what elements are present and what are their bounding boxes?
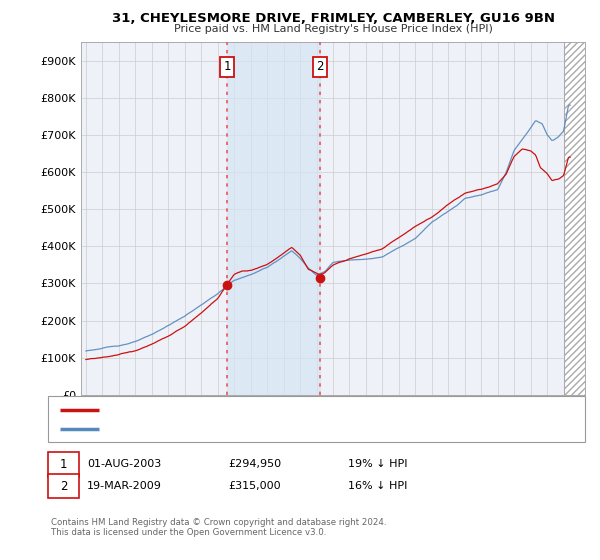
Text: £294,950: £294,950 [228, 459, 281, 469]
Text: £315,000: £315,000 [228, 481, 281, 491]
Text: 31, CHEYLESMORE DRIVE, FRIMLEY, CAMBERLEY, GU16 9BN (detached house): 31, CHEYLESMORE DRIVE, FRIMLEY, CAMBERLE… [105, 405, 488, 415]
Text: 01-AUG-2003: 01-AUG-2003 [87, 459, 161, 469]
Text: 31, CHEYLESMORE DRIVE, FRIMLEY, CAMBERLEY, GU16 9BN: 31, CHEYLESMORE DRIVE, FRIMLEY, CAMBERLE… [112, 12, 554, 25]
Text: 19-MAR-2009: 19-MAR-2009 [87, 481, 162, 491]
Text: 2: 2 [60, 479, 67, 493]
Bar [227, 42, 320, 395]
Text: 16% ↓ HPI: 16% ↓ HPI [348, 481, 407, 491]
Bar [563, 42, 585, 395]
Text: Contains HM Land Registry data © Crown copyright and database right 2024.: Contains HM Land Registry data © Crown c… [51, 518, 386, 527]
Bar [563, 42, 585, 395]
Text: This data is licensed under the Open Government Licence v3.0.: This data is licensed under the Open Gov… [51, 528, 326, 537]
Text: 2: 2 [316, 60, 324, 73]
Text: 19% ↓ HPI: 19% ↓ HPI [348, 459, 407, 469]
Text: Price paid vs. HM Land Registry's House Price Index (HPI): Price paid vs. HM Land Registry's House … [173, 24, 493, 34]
Text: 1: 1 [60, 458, 67, 471]
Text: 1: 1 [224, 60, 231, 73]
Text: HPI: Average price, detached house, Surrey Heath: HPI: Average price, detached house, Surr… [105, 424, 350, 435]
